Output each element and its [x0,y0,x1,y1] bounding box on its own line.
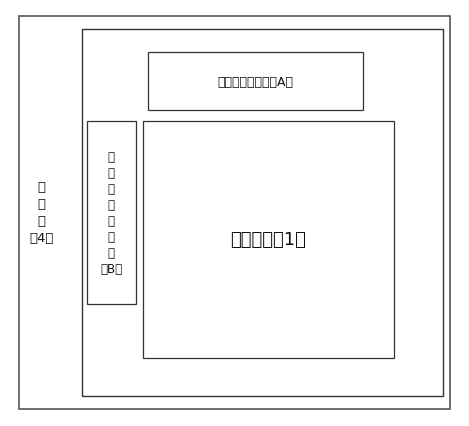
Text: 终
端
区
（4）: 终 端 区 （4） [29,181,53,245]
Bar [82,30,443,396]
Bar [148,53,363,111]
Text: 第一采样元胞区（A）: 第一采样元胞区（A） [218,75,294,89]
Bar [143,121,394,358]
Text: 主元胞区（1）: 主元胞区（1） [231,230,306,249]
Bar [87,121,136,305]
Text: 第
二
采
样
元
胞
区
（B）: 第 二 采 样 元 胞 区 （B） [100,151,122,275]
